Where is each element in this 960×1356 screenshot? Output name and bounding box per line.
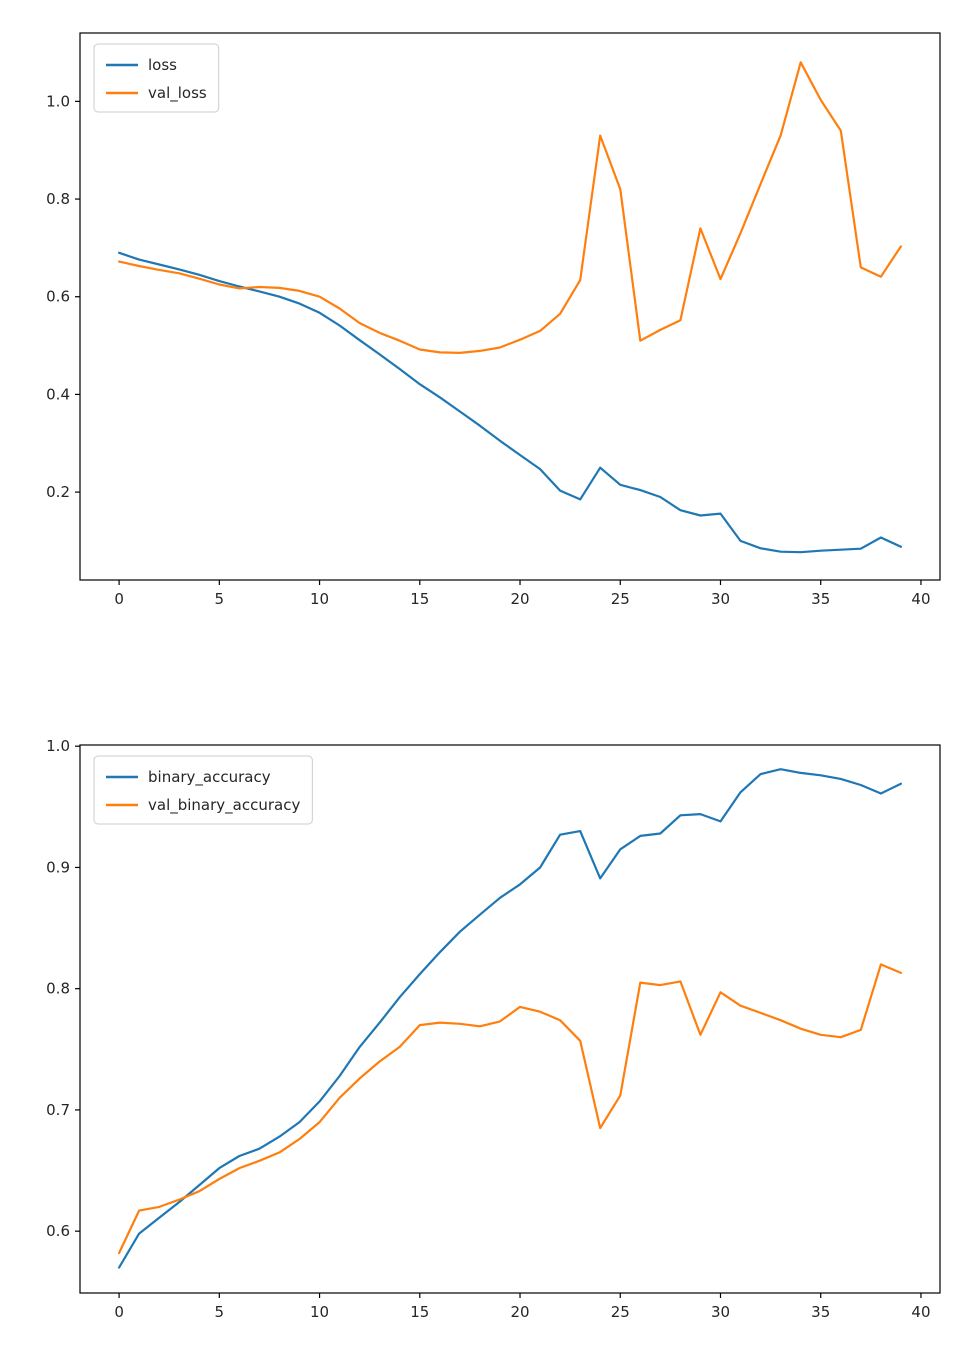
x-tick-label: 5 xyxy=(215,590,225,608)
x-tick-label: 25 xyxy=(611,590,630,608)
x-tick-label: 30 xyxy=(711,1303,730,1321)
axes-frame xyxy=(79,744,941,1294)
x-tick-label: 15 xyxy=(410,1303,429,1321)
x-tick-label: 10 xyxy=(310,1303,329,1321)
y-tick-label: 0.6 xyxy=(46,1222,70,1240)
x-tick-label: 5 xyxy=(215,1303,225,1321)
y-tick-label: 0.6 xyxy=(46,288,70,306)
x-tick-label: 20 xyxy=(510,590,529,608)
val_binary_accuracy-line xyxy=(117,963,903,1255)
accuracy-chart-figure: 0 5 10 15 20 25 30 35 40 0.6 0.7 0.8 0.9 1.0 binary_ac… xyxy=(0,650,960,1356)
loss-line xyxy=(117,251,903,554)
y-tick-label: 0.2 xyxy=(46,483,70,501)
y-tick-label: 0.7 xyxy=(46,1101,70,1119)
y-tick-label: 1.0 xyxy=(46,92,70,110)
x-tick-label: 0 xyxy=(114,590,124,608)
x-tick-label: 40 xyxy=(911,590,930,608)
legend-label: val_loss xyxy=(148,84,207,103)
x-tick-label: 35 xyxy=(811,590,830,608)
y-tick-label: 0.9 xyxy=(46,858,70,876)
axes-frame xyxy=(79,32,941,581)
y-tick-label: 0.8 xyxy=(46,980,70,998)
legend-label: binary_accuracy xyxy=(148,768,271,787)
legend-box xyxy=(93,43,220,113)
x-tick-label: 30 xyxy=(711,590,730,608)
x-tick-label: 35 xyxy=(811,1303,830,1321)
x-tick-label: 15 xyxy=(410,590,429,608)
accuracy-chart: 0 5 10 15 20 25 30 35 40 0.6 0.7 0.8 0.9 1.0 binary_ac… xyxy=(46,737,941,1321)
binary_accuracy-line xyxy=(117,768,903,1269)
legend: binary_accuracy val_binary_accuracy xyxy=(93,755,313,825)
y-tick-label: 0.8 xyxy=(46,190,70,208)
loss-chart: 0 5 10 15 20 25 30 35 40 0.2 0.4 0.6 0.8 1.0 loss val_l… xyxy=(46,32,941,608)
loss-chart-figure: 0 5 10 15 20 25 30 35 40 0.2 0.4 0.6 0.8 1.0 loss val_l… xyxy=(0,0,960,650)
val_loss-line xyxy=(117,61,903,354)
x-tick-label: 40 xyxy=(911,1303,930,1321)
legend-box xyxy=(93,755,313,825)
x-tick-label: 10 xyxy=(310,590,329,608)
x-tick-label: 25 xyxy=(611,1303,630,1321)
x-tick-label: 20 xyxy=(510,1303,529,1321)
x-tick-label: 0 xyxy=(114,1303,124,1321)
legend: loss val_loss xyxy=(93,43,220,113)
legend-label: loss xyxy=(148,56,177,74)
y-tick-label: 1.0 xyxy=(46,737,70,755)
y-tick-label: 0.4 xyxy=(46,385,70,403)
legend-label: val_binary_accuracy xyxy=(148,796,300,815)
